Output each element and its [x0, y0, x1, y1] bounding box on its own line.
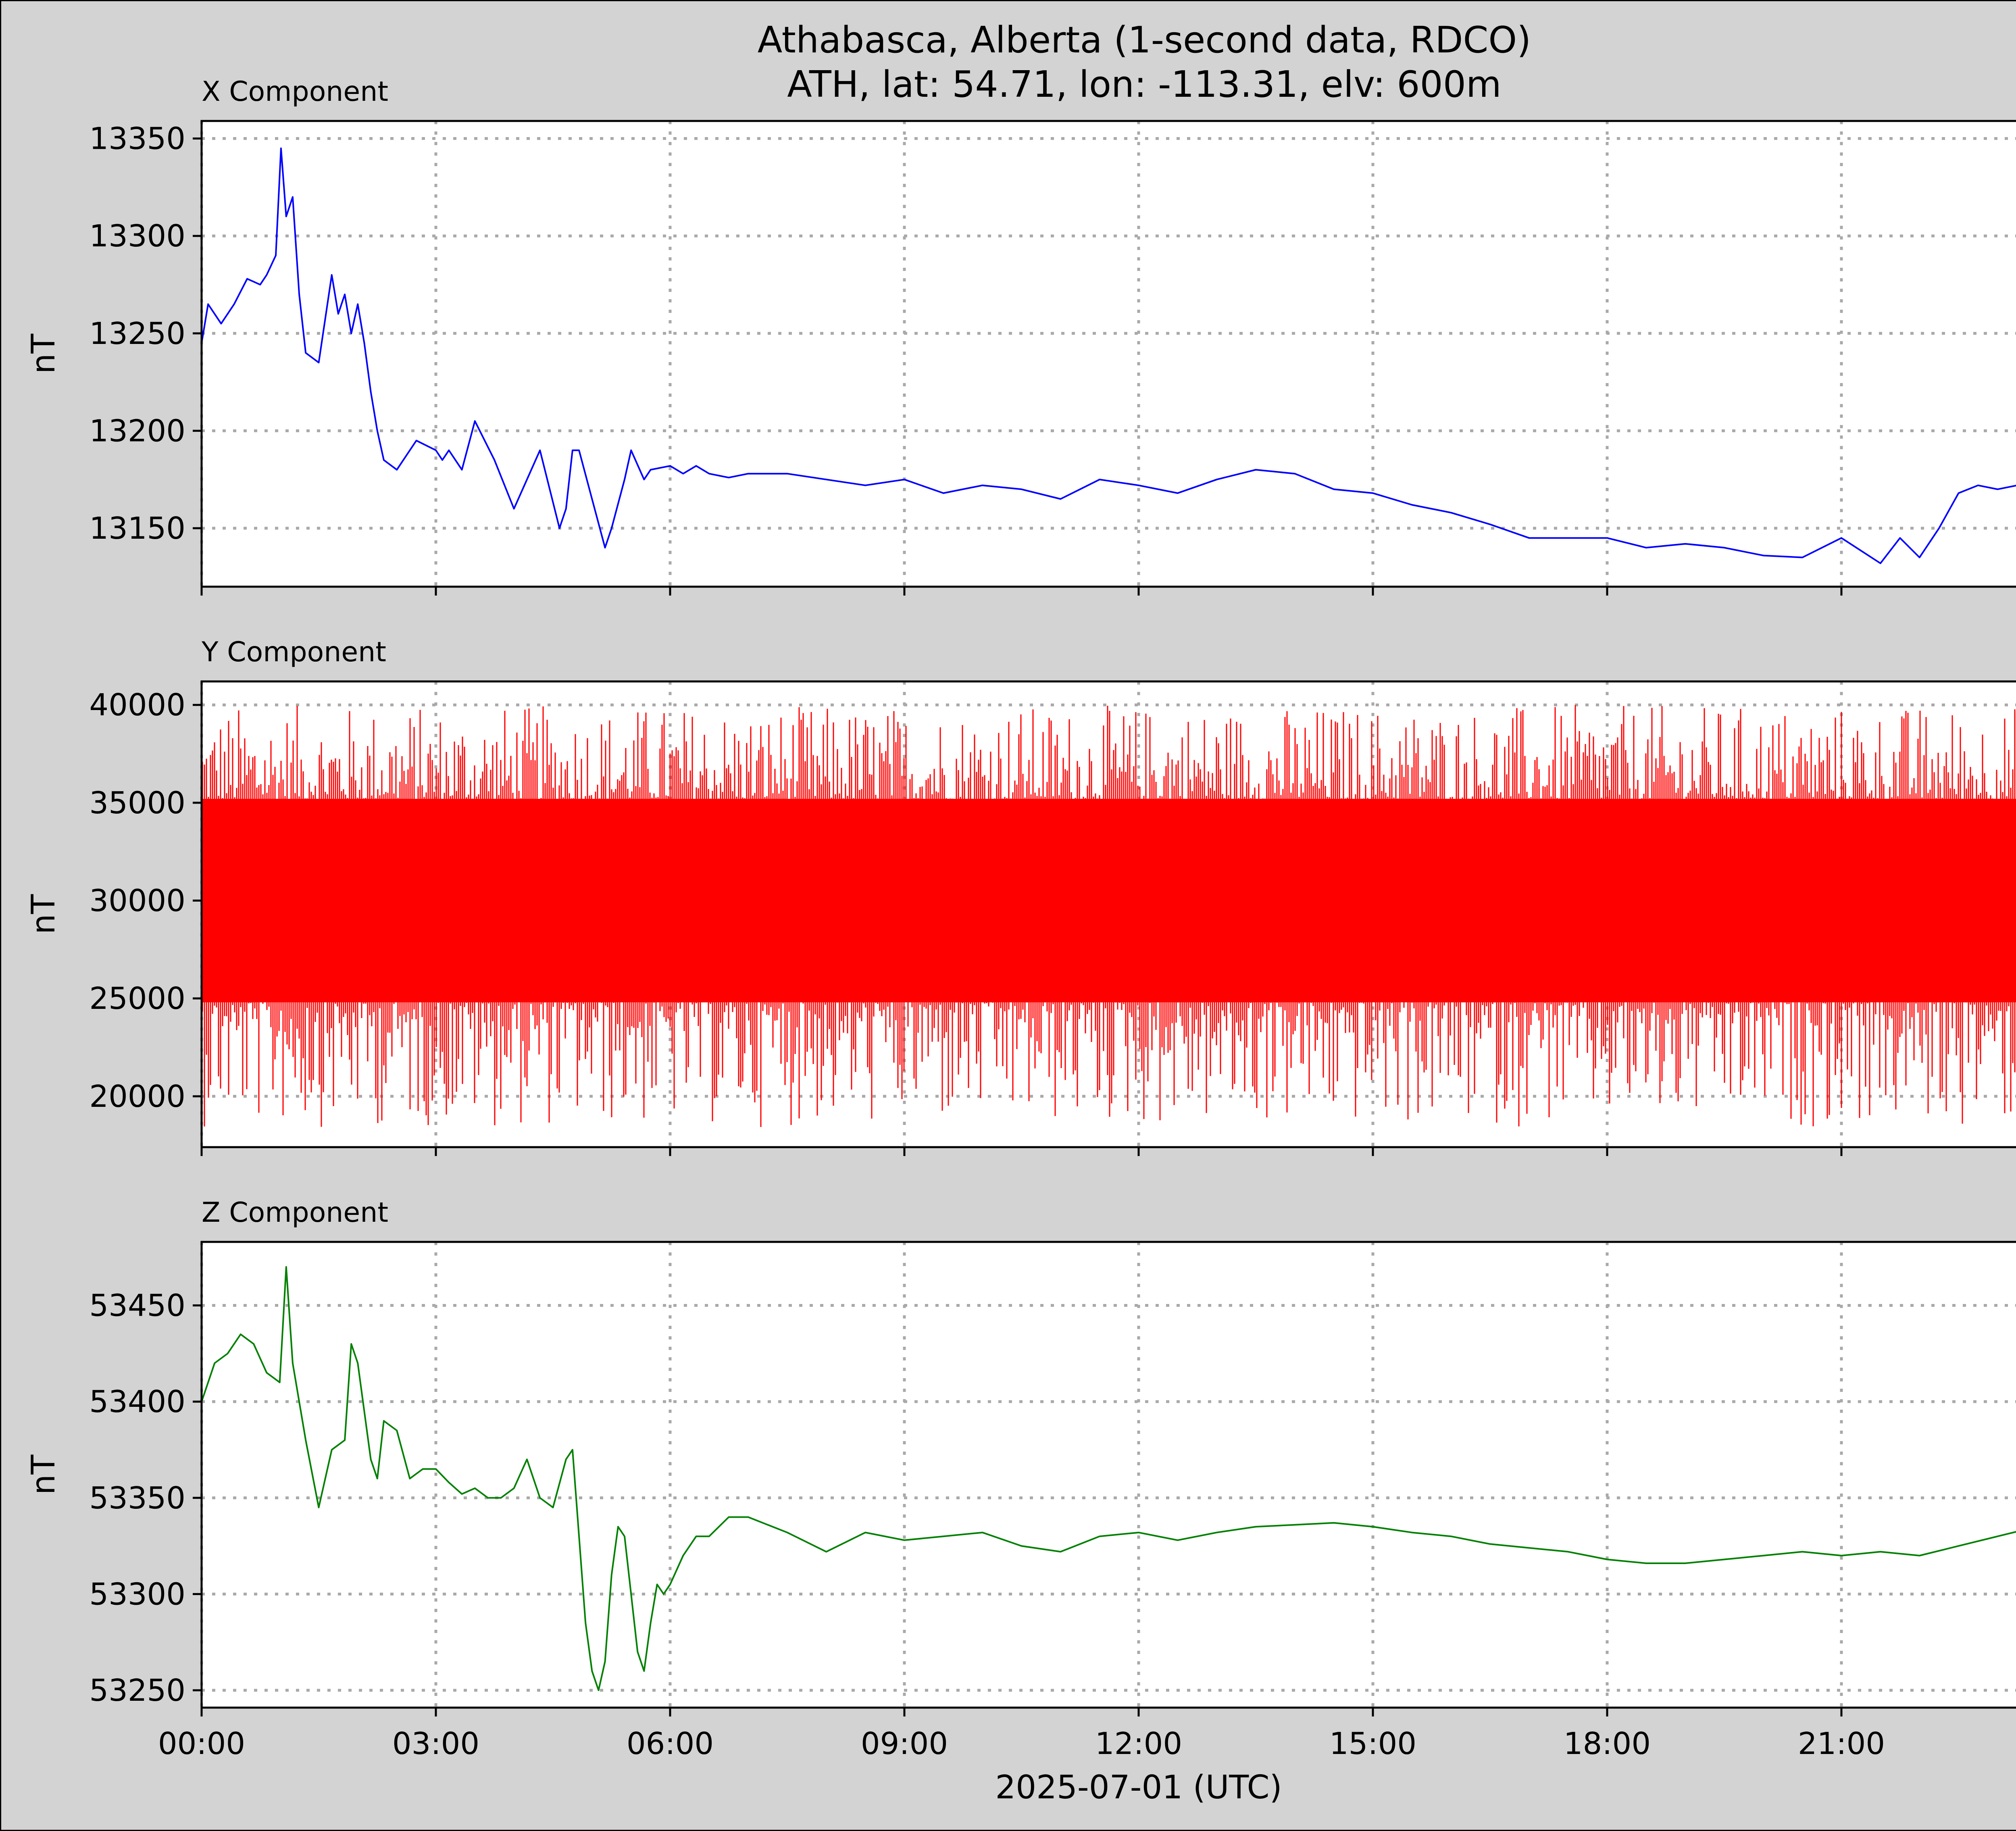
y-y-tick-label: 40000: [89, 687, 185, 723]
y-component-title: Y Component: [201, 636, 386, 668]
x-tick-label: 03:00: [392, 1726, 479, 1761]
z-plot-area: [202, 1242, 2016, 1708]
x-component-title: X Component: [202, 76, 388, 108]
x-y-tick-label: 13350: [89, 121, 185, 156]
y-y-tick-label: 35000: [89, 785, 185, 821]
z-y-tick-label: 53400: [89, 1384, 185, 1419]
x-tick-label: 12:00: [1095, 1726, 1182, 1761]
x-y-tick-label: 13150: [89, 510, 185, 546]
z-y-tick-label: 53450: [89, 1288, 185, 1323]
x-plot-area: [202, 121, 2016, 587]
z-y-tick-label: 53250: [89, 1673, 185, 1708]
figure-title-line-2: ATH, lat: 54.71, lon: -113.31, elv: 600m: [787, 63, 1501, 106]
x-y-tick-label: 13250: [89, 316, 185, 351]
y-y-tick-label: 30000: [89, 883, 185, 919]
x-y-tick-label: 13300: [89, 218, 185, 254]
x-tick-label: 06:00: [627, 1726, 714, 1761]
x-component-panel: 13150 13200 13250 13300 13350 X Component nT: [25, 76, 2016, 596]
x-tick-label: 21:00: [1798, 1726, 1885, 1761]
y-component-panel: 20000 25000 30000 35000 40000 Y Component nT: [25, 636, 2016, 1156]
y-y-tick-label: 20000: [89, 1079, 185, 1114]
figure-title-line-1: Athabasca, Alberta (1-second data, RDCO): [758, 19, 1531, 61]
x-tick-label: 00:00: [158, 1726, 245, 1761]
y-y-tick-label: 25000: [89, 981, 185, 1016]
z-y-tick-label: 53350: [89, 1480, 185, 1516]
z-y-axis-label: nT: [25, 1454, 62, 1495]
x-tick-label: 18:00: [1564, 1726, 1651, 1761]
z-component-title: Z Component: [202, 1197, 388, 1229]
x-axis-label: 2025-07-01 (UTC): [995, 1769, 1282, 1806]
z-component-panel: 53250 53300 53350 53400 53450 00:00 03:00 06:00…: [25, 1197, 2016, 1761]
x-tick-label: 09:00: [861, 1726, 948, 1761]
z-y-tick-label: 53300: [89, 1576, 185, 1612]
x-y-axis-label: nT: [25, 333, 62, 374]
y-component-dense-band: [202, 799, 2016, 1002]
x-tick-label: 15:00: [1329, 1726, 1416, 1761]
z-component-series-line: [201, 1266, 2016, 1691]
x-y-tick-label: 13200: [89, 413, 185, 448]
y-y-axis-label: nT: [25, 894, 62, 935]
x-component-series-line: [201, 147, 2016, 564]
